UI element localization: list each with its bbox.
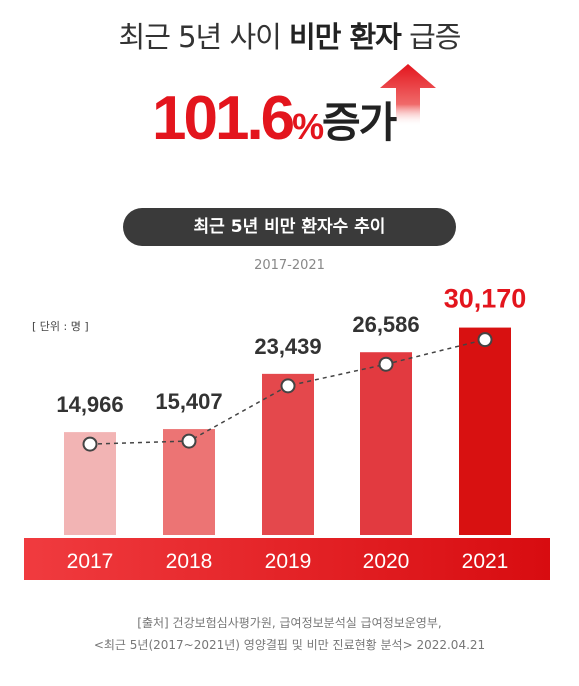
- value-label-2017: 14,966: [56, 392, 123, 417]
- trend-point-2020: [378, 356, 394, 372]
- bar-2020: [360, 352, 412, 535]
- headline: 최근 5년 사이 비만 환자 급증: [0, 14, 579, 56]
- axis-band: [24, 538, 550, 580]
- increase-unit: %: [292, 106, 325, 147]
- x-tick-2017: 2017: [67, 550, 114, 573]
- x-tick-2021: 2021: [462, 550, 509, 573]
- trend-point-2017: [82, 436, 98, 452]
- value-label-2021: 30,170: [444, 284, 527, 314]
- value-label-2019: 23,439: [254, 334, 321, 359]
- source-note: [출처] 건강보험심사평가원, 급여정보분석실 급여정보운영부, <최근 5년(…: [0, 612, 579, 656]
- increase-callout: 101.6% 증가: [0, 64, 579, 160]
- chart-title-pill: 최근 5년 비만 환자수 추이: [123, 208, 456, 246]
- trend-point-2019: [280, 378, 296, 394]
- x-tick-2020: 2020: [363, 550, 410, 573]
- up-arrow-icon: [380, 64, 436, 126]
- bar-2021: [459, 327, 511, 535]
- trend-line: [89, 338, 486, 445]
- x-tick-2019: 2019: [265, 550, 312, 573]
- x-tick-2018: 2018: [166, 550, 213, 573]
- bar-2019: [262, 373, 314, 535]
- trend-point-2021: [477, 332, 493, 348]
- unit-label: [ 단위 : 명 ]: [32, 320, 89, 333]
- increase-percentage: 101.6%: [152, 86, 324, 160]
- chart-period: 2017-2021: [254, 258, 325, 273]
- source-line-1: [출처] 건강보험심사평가원, 급여정보분석실 급여정보운영부,: [137, 616, 442, 630]
- increase-word: 증가: [322, 98, 397, 147]
- headline-part1: 최근 5년 사이: [118, 20, 290, 54]
- headline-bold: 비만 환자: [289, 20, 402, 54]
- value-label-2020: 26,586: [352, 312, 419, 337]
- trend-point-2018: [181, 433, 197, 449]
- source-line-2: <최근 5년(2017~2021년) 영양결핍 및 비만 진료현황 분석> 20…: [93, 638, 486, 652]
- value-label-2018: 15,407: [155, 389, 222, 414]
- headline-part2: 급증: [400, 20, 461, 54]
- increase-value: 101.6: [152, 84, 295, 153]
